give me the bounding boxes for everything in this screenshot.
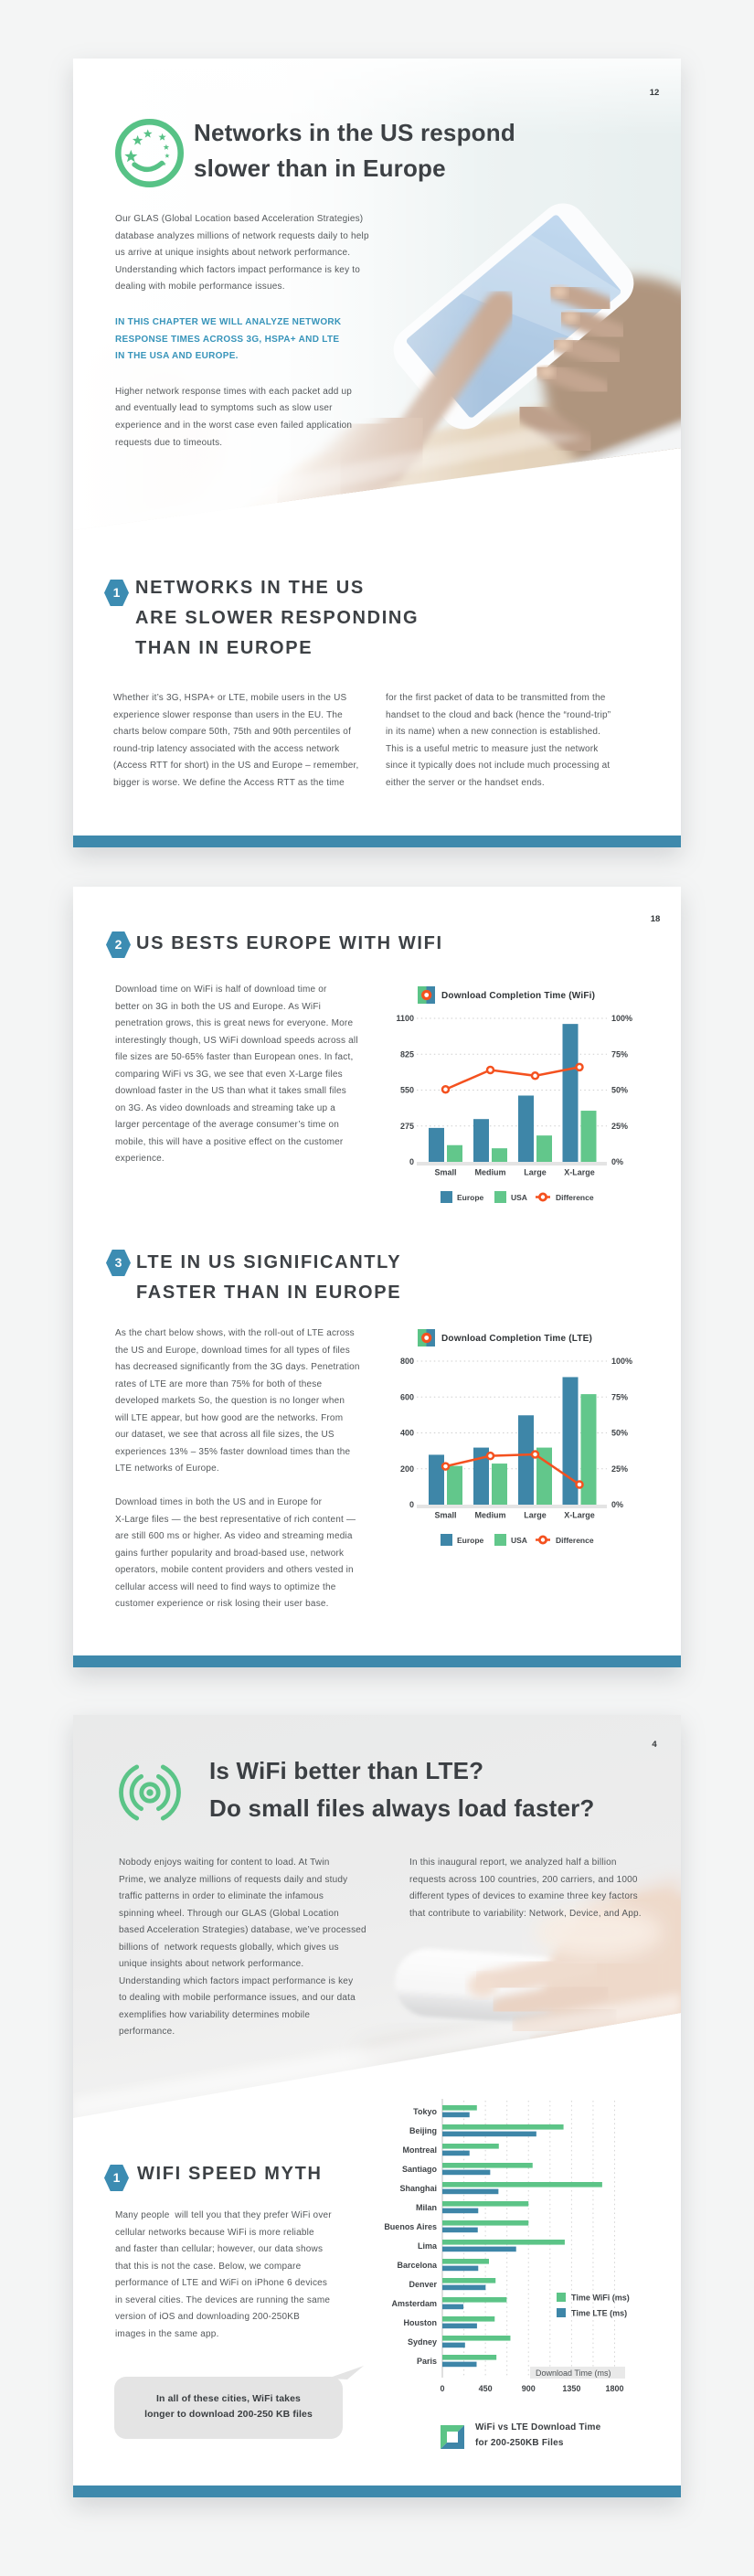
svg-text:Lima: Lima [418, 2241, 438, 2251]
svg-text:1800: 1800 [605, 2384, 623, 2393]
svg-text:Europe: Europe [457, 1536, 484, 1545]
svg-text:75%: 75% [611, 1049, 628, 1059]
svg-text:Download Completion Time (WiFi: Download Completion Time (WiFi) [441, 991, 595, 1001]
svg-text:Download Completion Time (LTE): Download Completion Time (LTE) [441, 1334, 592, 1344]
svg-text:200: 200 [400, 1464, 414, 1474]
svg-text:Houston: Houston [404, 2318, 438, 2327]
svg-text:Paris: Paris [417, 2357, 437, 2366]
svg-text:50%: 50% [611, 1429, 628, 1438]
svg-text:X-Large: X-Large [564, 1511, 595, 1520]
svg-text:Large: Large [524, 1511, 547, 1520]
svg-text:Large: Large [524, 1168, 547, 1177]
svg-text:0%: 0% [611, 1157, 623, 1166]
svg-text:Difference: Difference [556, 1193, 594, 1202]
svg-text:0: 0 [409, 1157, 414, 1166]
svg-text:400: 400 [400, 1429, 414, 1438]
svg-text:800: 800 [400, 1357, 414, 1366]
svg-text:550: 550 [400, 1086, 414, 1095]
svg-text:1350: 1350 [562, 2384, 580, 2393]
svg-text:825: 825 [400, 1049, 414, 1059]
svg-text:Medium: Medium [474, 1511, 505, 1520]
svg-text:Amsterdam: Amsterdam [391, 2299, 437, 2308]
svg-text:275: 275 [400, 1122, 414, 1131]
svg-text:Beijing: Beijing [409, 2126, 437, 2135]
svg-text:100%: 100% [611, 1014, 632, 1023]
svg-text:USA: USA [511, 1193, 527, 1202]
svg-text:Download Time (ms): Download Time (ms) [536, 2368, 611, 2378]
svg-text:Santiago: Santiago [402, 2165, 438, 2174]
svg-text:USA: USA [511, 1536, 527, 1545]
svg-text:Europe: Europe [457, 1193, 484, 1202]
svg-text:Barcelona: Barcelona [397, 2261, 438, 2270]
svg-text:Small: Small [434, 1168, 456, 1177]
svg-text:X-Large: X-Large [564, 1168, 595, 1177]
svg-text:1100: 1100 [396, 1014, 414, 1023]
svg-text:Montreal: Montreal [402, 2145, 437, 2155]
svg-text:25%: 25% [611, 1122, 628, 1131]
svg-text:25%: 25% [611, 1464, 628, 1474]
svg-text:0%: 0% [611, 1500, 623, 1509]
svg-text:Denver: Denver [409, 2280, 437, 2289]
svg-text:Buenos Aires: Buenos Aires [384, 2222, 437, 2231]
svg-text:900: 900 [522, 2384, 536, 2393]
svg-text:Shanghai: Shanghai [399, 2184, 437, 2193]
svg-text:100%: 100% [611, 1357, 632, 1366]
svg-text:0: 0 [409, 1500, 414, 1509]
svg-text:600: 600 [400, 1392, 414, 1401]
svg-text:Small: Small [434, 1511, 456, 1520]
svg-text:Time LTE (ms): Time LTE (ms) [571, 2309, 627, 2318]
svg-text:Medium: Medium [474, 1168, 505, 1177]
svg-text:Tokyo: Tokyo [413, 2107, 437, 2116]
svg-text:450: 450 [479, 2384, 493, 2393]
svg-text:75%: 75% [611, 1392, 628, 1401]
svg-text:Sydney: Sydney [408, 2337, 437, 2347]
svg-text:Time WiFi (ms): Time WiFi (ms) [571, 2294, 630, 2303]
svg-text:Difference: Difference [556, 1536, 594, 1545]
svg-text:Milan: Milan [416, 2203, 437, 2212]
svg-text:0: 0 [440, 2384, 444, 2393]
svg-text:50%: 50% [611, 1086, 628, 1095]
